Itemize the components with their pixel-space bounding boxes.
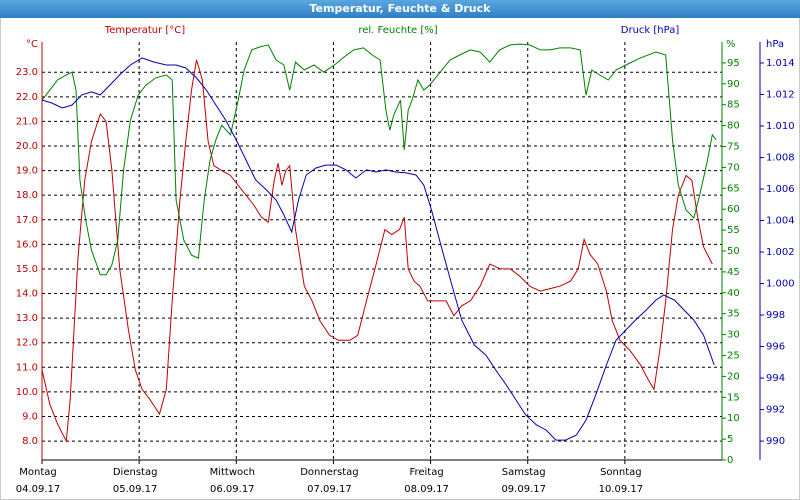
y2-tick-label: 0 bbox=[727, 455, 733, 466]
y3-tick-label: 1.004 bbox=[766, 216, 795, 227]
y-tick-label: 18.0 bbox=[16, 190, 38, 201]
y2-tick-label: 10 bbox=[727, 413, 740, 424]
y3-tick-label: 996 bbox=[766, 342, 785, 353]
y-tick-label: 14.0 bbox=[16, 289, 38, 300]
y-tick-label: 23.0 bbox=[16, 67, 38, 78]
title-bar bbox=[0, 0, 800, 18]
y2-tick-label: 20 bbox=[727, 371, 740, 382]
x-tick-date: 04.09.17 bbox=[16, 484, 61, 495]
x-tick-label: Freitag bbox=[409, 467, 443, 478]
y3-tick-label: 1.008 bbox=[766, 152, 795, 163]
y2-tick-label: 80 bbox=[727, 121, 740, 132]
y2-tick-label: 60 bbox=[727, 204, 740, 215]
legend-label: Temperatur [°C] bbox=[104, 25, 185, 36]
y2-tick-label: 5 bbox=[727, 434, 733, 445]
y-tick-label: 13.0 bbox=[16, 313, 38, 324]
y3-tick-label: 998 bbox=[766, 310, 785, 321]
y3-tick-label: 1.002 bbox=[766, 247, 795, 258]
y3-tick-label: 990 bbox=[766, 436, 785, 447]
y3-tick-label: 1.000 bbox=[766, 279, 795, 290]
y2-tick-label: 30 bbox=[727, 330, 740, 341]
x-tick-date: 08.09.17 bbox=[404, 484, 449, 495]
y-tick-label: 19.0 bbox=[16, 166, 38, 177]
x-tick-date: 07.09.17 bbox=[307, 484, 352, 495]
series-line bbox=[41, 59, 713, 443]
y2-tick-label: 85 bbox=[727, 100, 740, 111]
y2-tick-label: 75 bbox=[727, 142, 740, 153]
legend-label: Druck [hPa] bbox=[621, 25, 680, 36]
series-line bbox=[41, 57, 715, 441]
y2-tick-label: 95 bbox=[727, 58, 740, 69]
y-tick-label: 16.0 bbox=[16, 239, 38, 250]
y3-tick-label: 994 bbox=[766, 373, 785, 384]
y3-tick-label: 1.012 bbox=[766, 89, 795, 100]
y-tick-label: 21.0 bbox=[16, 116, 38, 127]
y-tick-label: 20.0 bbox=[16, 141, 38, 152]
y3-unit: hPa bbox=[766, 39, 784, 50]
x-tick-date: 09.09.17 bbox=[501, 484, 546, 495]
y3-tick-label: 992 bbox=[766, 405, 785, 416]
y-tick-label: 9.0 bbox=[22, 411, 38, 422]
y-tick-label: 22.0 bbox=[16, 92, 38, 103]
y3-tick-label: 1.006 bbox=[766, 184, 795, 195]
y2-tick-label: 70 bbox=[727, 162, 740, 173]
x-tick-label: Montag bbox=[19, 467, 56, 478]
chart-title: Temperatur, Feuchte & Druck bbox=[310, 2, 492, 15]
x-tick-label: Donnerstag bbox=[300, 467, 358, 478]
y2-tick-label: 55 bbox=[727, 225, 740, 236]
y-tick-label: 11.0 bbox=[16, 362, 38, 373]
y2-tick-label: 15 bbox=[727, 392, 740, 403]
y2-tick-label: 25 bbox=[727, 351, 740, 362]
y2-tick-label: 35 bbox=[727, 309, 740, 320]
y-tick-label: 12.0 bbox=[16, 338, 38, 349]
y3-tick-label: 1.010 bbox=[766, 121, 795, 132]
x-tick-date: 05.09.17 bbox=[113, 484, 158, 495]
x-tick-label: Sonntag bbox=[600, 467, 642, 478]
x-tick-label: Dienstag bbox=[113, 467, 158, 478]
y2-tick-label: 65 bbox=[727, 183, 740, 194]
series-line bbox=[41, 43, 717, 276]
y-tick-label: 17.0 bbox=[16, 215, 38, 226]
y2-unit: % bbox=[726, 39, 736, 50]
y-tick-label: 8.0 bbox=[22, 436, 38, 447]
y3-tick-label: 1.014 bbox=[766, 58, 795, 69]
x-tick-date: 10.09.17 bbox=[599, 484, 644, 495]
x-tick-date: 06.09.17 bbox=[210, 484, 255, 495]
y2-tick-label: 45 bbox=[727, 267, 740, 278]
legend-label: rel. Feuchte [%] bbox=[358, 25, 437, 36]
y-tick-label: 10.0 bbox=[16, 387, 38, 398]
x-tick-label: Samstag bbox=[502, 467, 546, 478]
y2-tick-label: 50 bbox=[727, 246, 740, 257]
y2-tick-label: 90 bbox=[727, 79, 740, 90]
y2-tick-label: 40 bbox=[727, 288, 740, 299]
x-tick-label: Mittwoch bbox=[210, 467, 255, 478]
y-tick-label: 15.0 bbox=[16, 264, 38, 275]
y-unit: °C bbox=[26, 39, 38, 50]
